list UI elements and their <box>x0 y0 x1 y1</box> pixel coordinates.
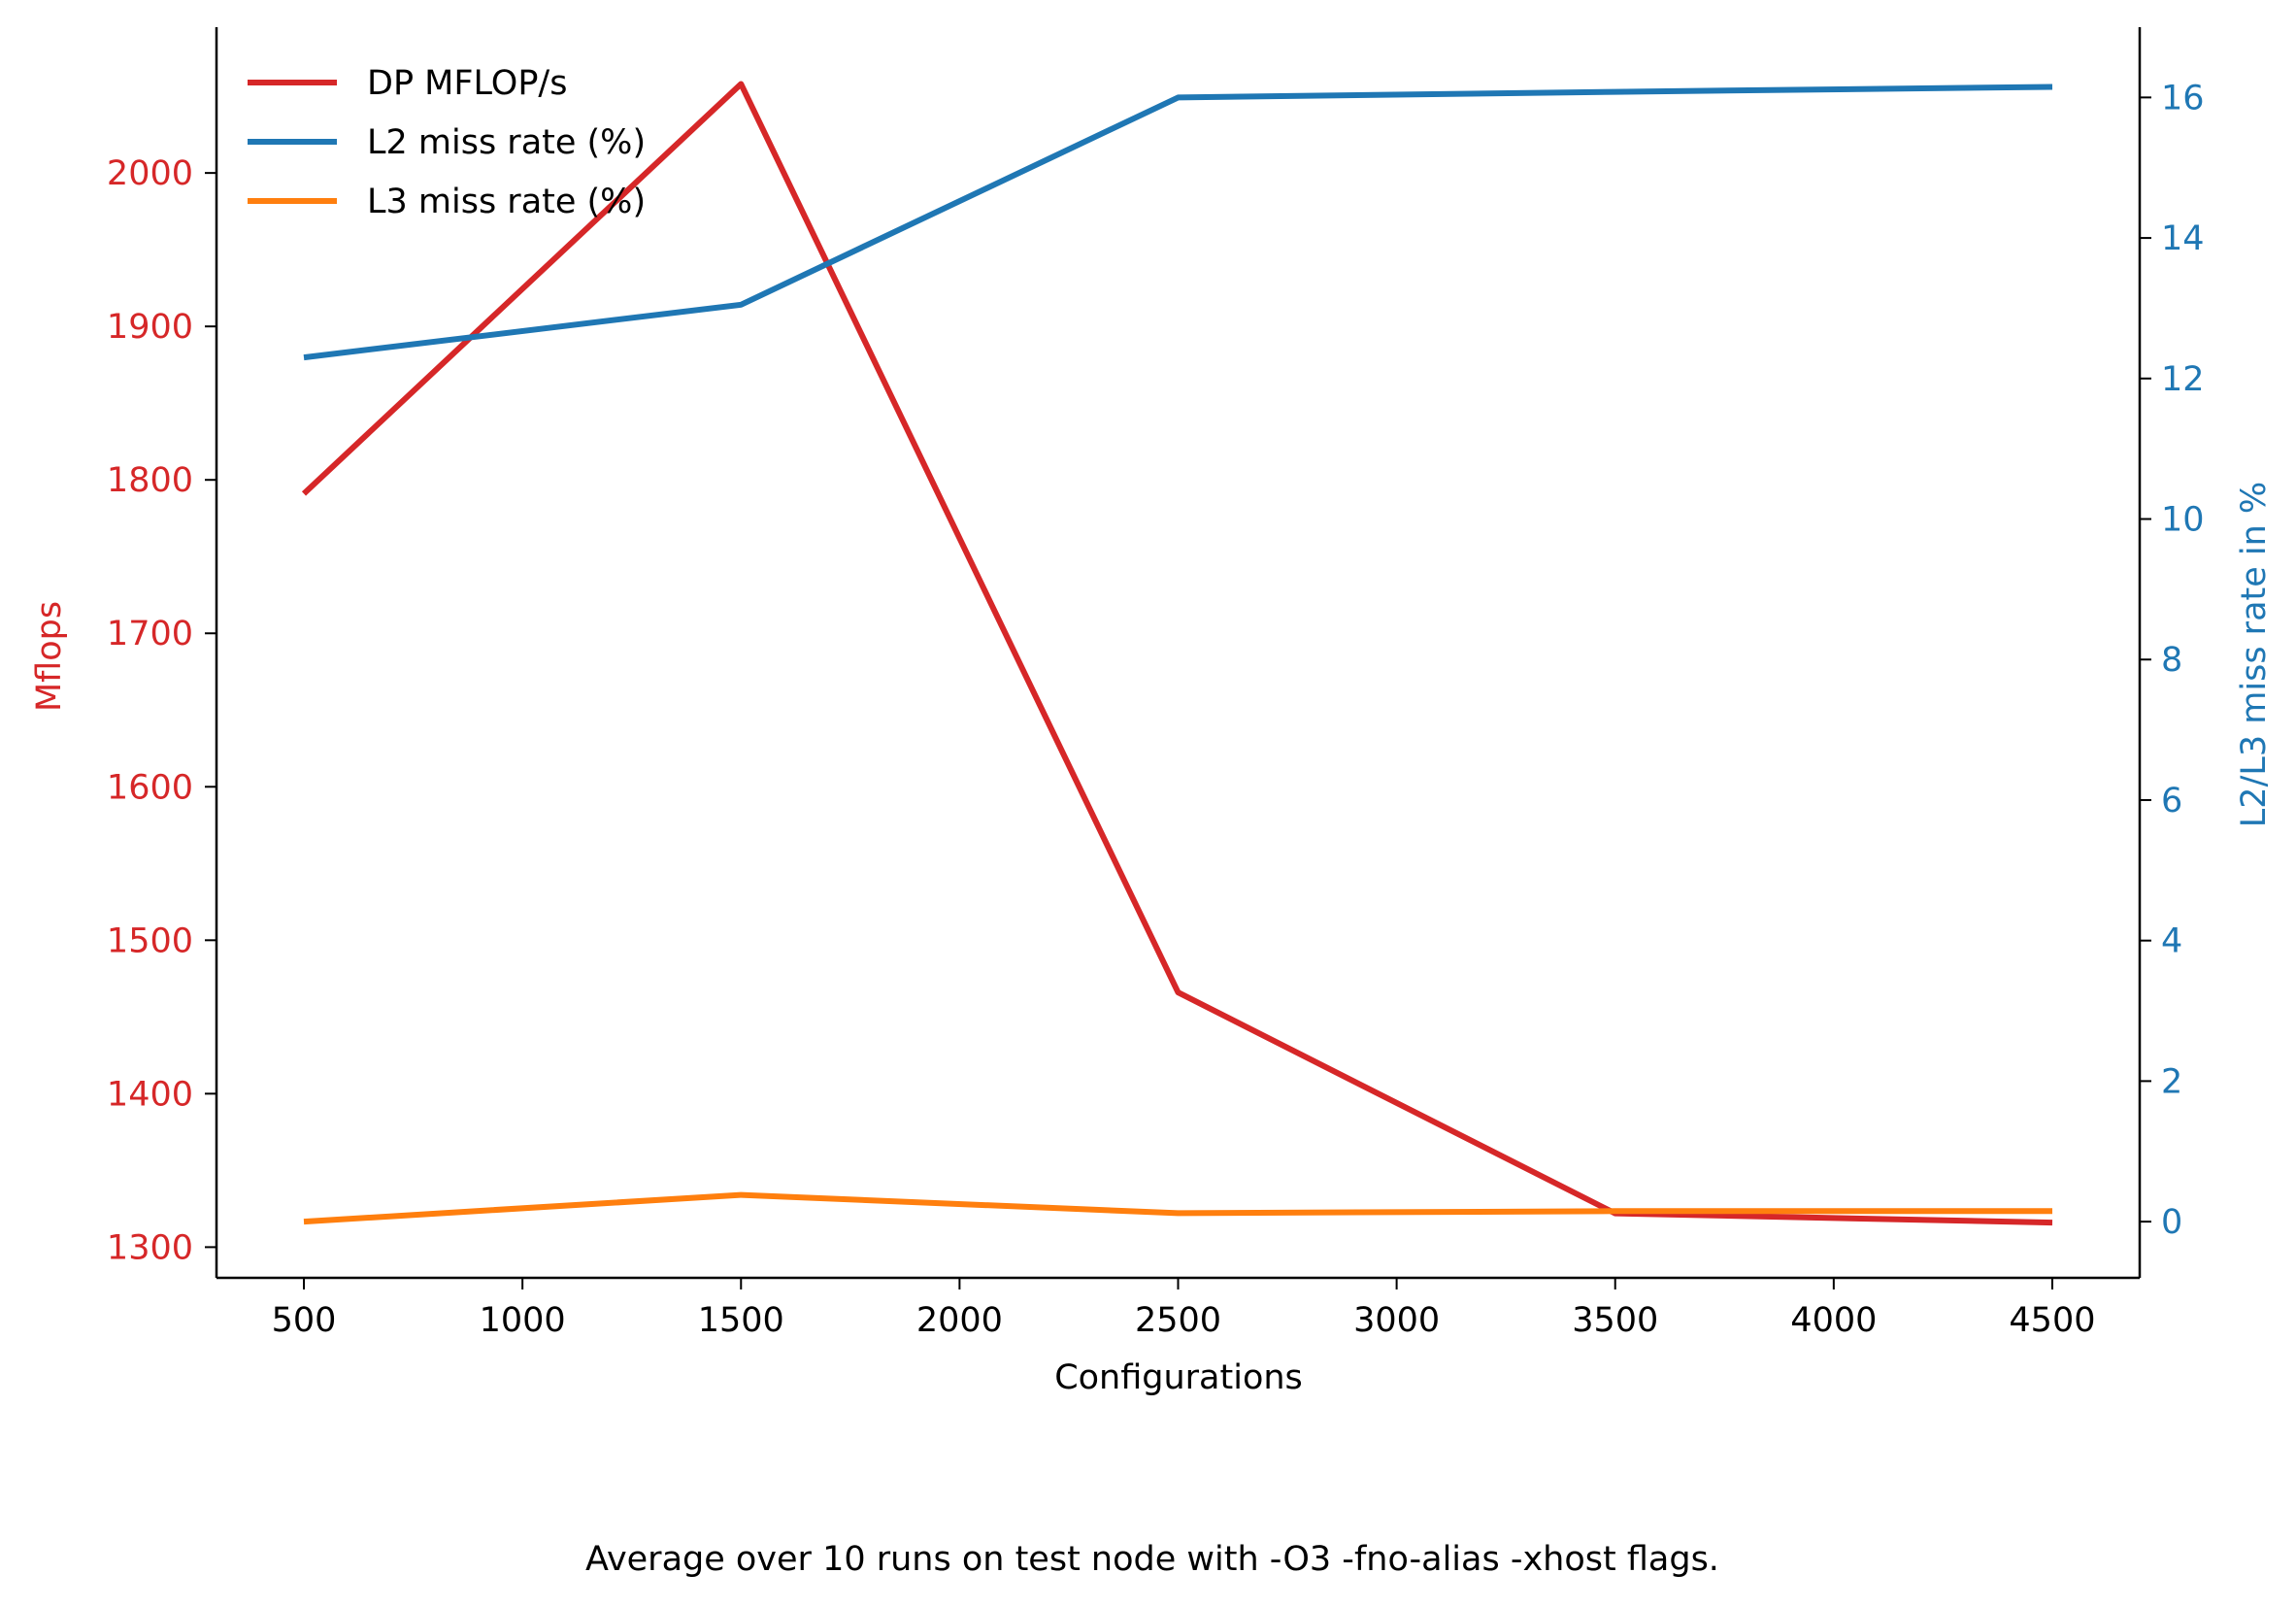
right-y-tick-label: 14 <box>2161 219 2205 258</box>
right-y-tick-label: 16 <box>2161 79 2205 117</box>
left-y-tick-label: 1400 <box>107 1075 193 1114</box>
left-y-tick-label: 1900 <box>107 308 193 347</box>
right-y-tick-label: 8 <box>2161 641 2182 680</box>
series-line-l2-miss-rate <box>303 84 2053 361</box>
legend-label: L2 miss rate (%) <box>367 123 646 162</box>
legend-label: L3 miss rate (%) <box>367 183 646 221</box>
left-y-axis-title: Mflops <box>30 601 69 712</box>
right-y-tick-label: 6 <box>2161 782 2182 820</box>
right-y-tick-label: 12 <box>2161 360 2205 399</box>
x-tick-label: 3500 <box>1572 1301 1658 1340</box>
x-tick-label: 500 <box>272 1301 337 1340</box>
axes-layer: 500 1000 1500 2000 2500 3000 3500 4000 4500 1300 1… <box>107 27 2205 1340</box>
left-y-tick-label: 1300 <box>107 1228 193 1267</box>
x-axis-title: Configurations <box>1054 1358 1303 1397</box>
right-y-tick-label: 4 <box>2161 922 2182 961</box>
left-y-tick-label: 1500 <box>107 921 193 960</box>
series-line-l3-miss-rate <box>303 1191 2052 1225</box>
x-tick-label: 1000 <box>480 1301 566 1340</box>
legend-label: DP MFLOP/s <box>367 64 567 103</box>
x-tick-label: 4000 <box>1790 1301 1877 1340</box>
x-tick-label: 4500 <box>2009 1301 2095 1340</box>
left-y-tick-label: 1700 <box>107 615 193 653</box>
chart-caption: Average over 10 runs on test node with -… <box>585 1540 1719 1579</box>
right-y-axis-title: L2/L3 miss rate in % <box>2235 482 2274 827</box>
x-tick-label: 3000 <box>1353 1301 1440 1340</box>
x-tick-label: 2500 <box>1135 1301 1221 1340</box>
series-line-dp-mflop-s <box>301 81 2053 1226</box>
right-y-tick-label: 10 <box>2161 501 2205 540</box>
x-tick-label: 2000 <box>916 1301 1003 1340</box>
right-y-tick-label: 2 <box>2161 1062 2182 1101</box>
left-y-tick-label: 2000 <box>107 154 193 193</box>
right-y-tick-label: 0 <box>2161 1203 2182 1242</box>
legend: DP MFLOP/s L2 miss rate (%) L3 miss rate (… <box>248 64 646 221</box>
left-y-tick-label: 1600 <box>107 768 193 807</box>
left-y-tick-label: 1800 <box>107 461 193 500</box>
x-tick-label: 1500 <box>698 1301 784 1340</box>
series-layer <box>301 81 2053 1226</box>
